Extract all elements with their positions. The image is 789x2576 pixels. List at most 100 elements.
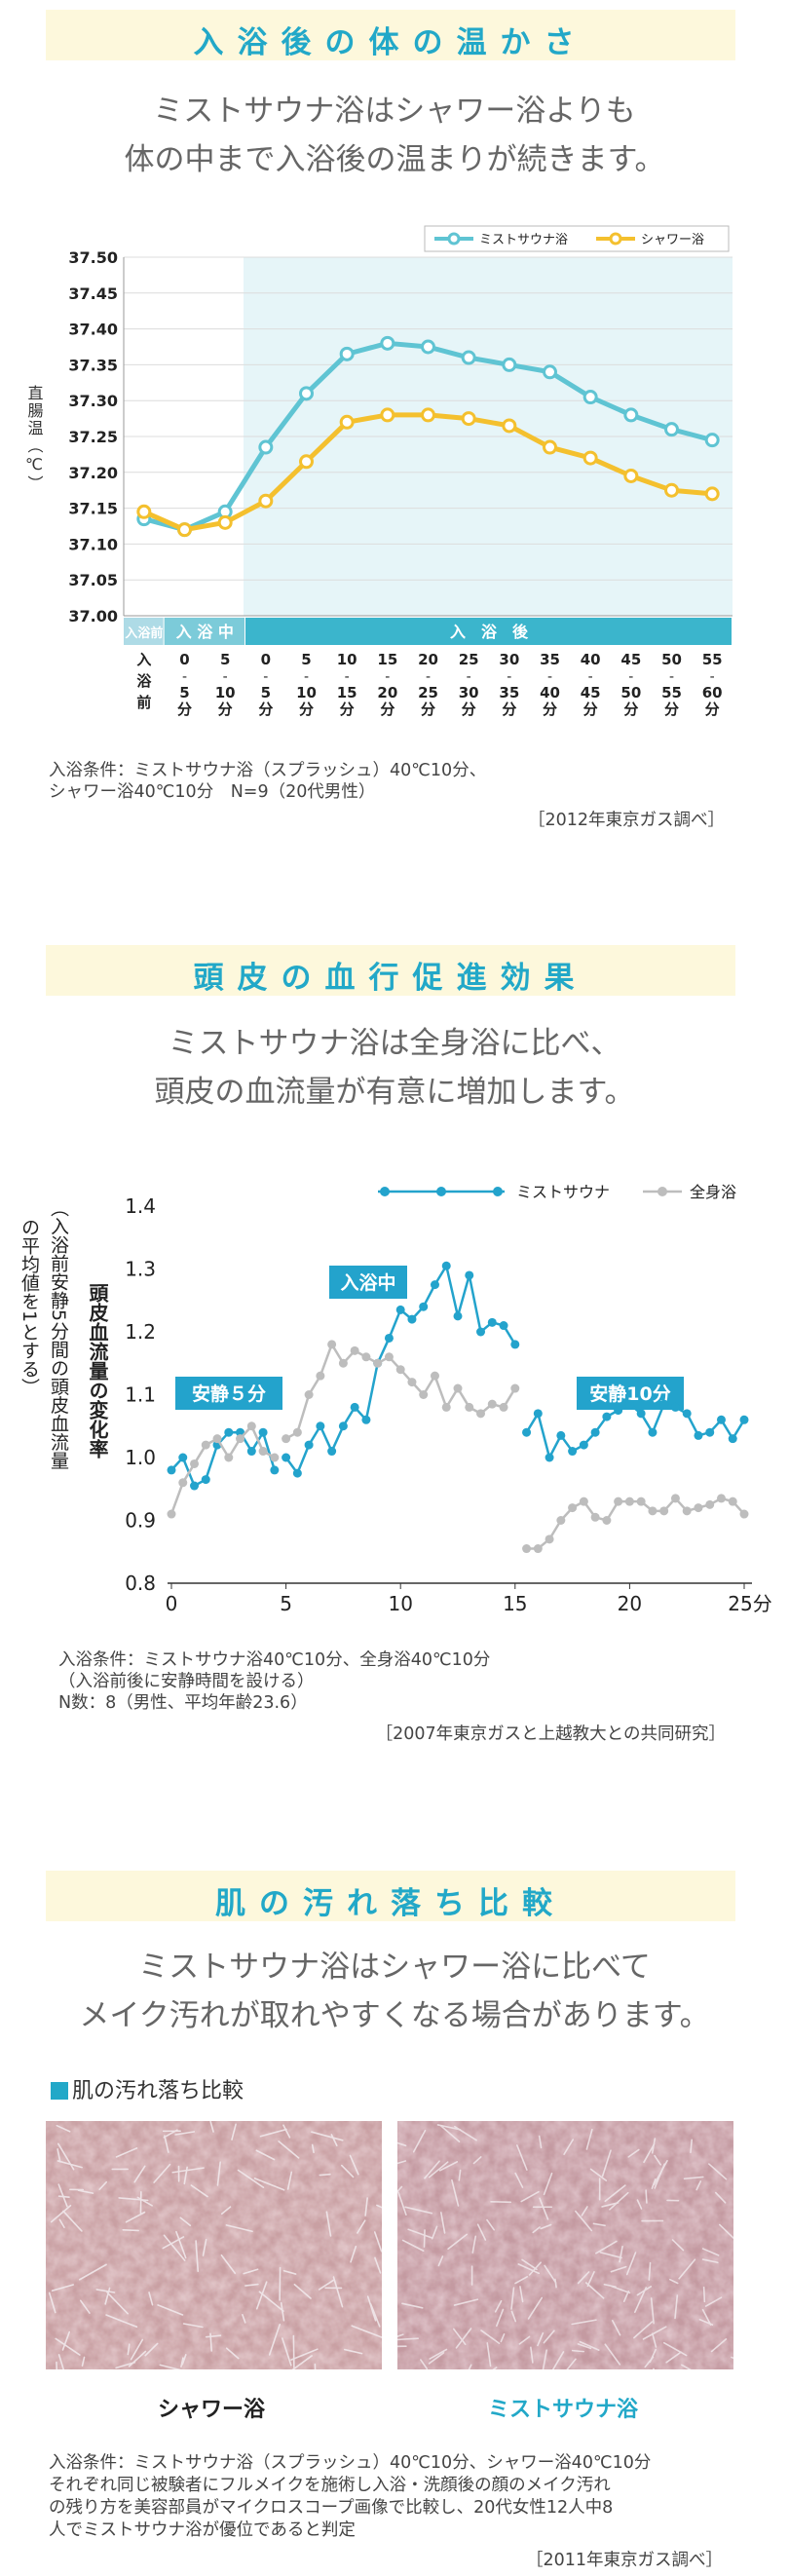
- chart1-xtick: 15: [337, 684, 357, 701]
- chart1-xtick: 55: [661, 684, 682, 701]
- chart1-legend-label: ミストサウナ浴: [479, 233, 568, 247]
- chart2-point-fullbath: [533, 1544, 543, 1554]
- skin-hair-mark: [58, 2218, 65, 2228]
- chart1-ytick: 37.10: [68, 535, 118, 553]
- skin-hair-mark: [175, 2230, 187, 2259]
- chart2-point-fullbath: [316, 1371, 325, 1381]
- skin-hair-mark: [651, 2138, 657, 2154]
- skin-hair-mark: [268, 2323, 282, 2356]
- chart2-point-fullbath: [190, 1458, 200, 1468]
- chart1-ytick: 37.00: [68, 607, 118, 625]
- chart2-phase-label: 入浴中: [340, 1271, 395, 1294]
- skin-hair-mark: [611, 2285, 631, 2294]
- chart1-xtick: -: [182, 669, 187, 685]
- photo-mist-sauna: [397, 2121, 733, 2369]
- chart1-xtick: -: [669, 669, 674, 685]
- section1-lead-2: 体の中まで入浴後の温まりが続きます。: [124, 142, 665, 177]
- chart1-xtick: -: [304, 669, 309, 685]
- chart2-xtick: 5: [280, 1592, 292, 1615]
- chart1-xtick: 55: [702, 651, 723, 668]
- section1-note-2: シャワー浴40℃10分 N=9（20代男性）: [49, 782, 376, 802]
- chart2-point-mist: [648, 1427, 658, 1437]
- skin-hair-mark: [357, 2219, 366, 2234]
- skin-hair-mark: [220, 2206, 232, 2216]
- chart2-point-mist: [384, 1333, 394, 1343]
- skin-hair-mark: [494, 2299, 503, 2313]
- chart2-point-fullbath: [556, 1516, 566, 1525]
- skin-hair-mark: [634, 2287, 648, 2314]
- chart1-xtick: -: [426, 669, 431, 685]
- skin-hair-mark: [500, 2332, 506, 2343]
- skin-hair-mark: [159, 2364, 182, 2369]
- chart2-xtick: 0: [166, 1592, 178, 1615]
- skin-hair-mark: [701, 2248, 720, 2256]
- skin-hair-mark: [56, 2148, 61, 2163]
- skin-hair-mark: [543, 2172, 553, 2196]
- skin-hair-mark: [428, 2161, 449, 2178]
- chart1-point-shower: [380, 407, 395, 423]
- skin-hair-mark: [397, 2185, 403, 2193]
- chart1-point-mist: [502, 357, 517, 372]
- chart1-xtick: 分: [664, 701, 679, 718]
- skin-hair-mark: [471, 2235, 477, 2254]
- chart1-point-mist: [704, 433, 720, 448]
- chart1-xtick: 40: [540, 684, 560, 701]
- chart2-point-fullbath: [407, 1378, 417, 1387]
- skin-hair-mark: [62, 2210, 83, 2232]
- chart2-point-mist: [545, 1453, 554, 1462]
- chart2-ylabel: 頭皮血流量の変化率: [86, 1283, 109, 1459]
- skin-hair-mark: [451, 2178, 460, 2207]
- chart2-point-fullbath: [453, 1383, 463, 1393]
- chart2-point-mist: [167, 1465, 176, 1475]
- skin-hair-mark: [420, 2359, 429, 2369]
- skin-hair-mark: [654, 2154, 661, 2166]
- skin-hair-mark: [654, 2163, 665, 2189]
- chart1-point-shower: [623, 468, 639, 483]
- chart1-xtick: 分: [583, 701, 598, 718]
- skin-hair-mark: [205, 2334, 222, 2338]
- skin-hair-mark: [55, 2337, 81, 2356]
- chart2-legend-marker: [658, 1187, 667, 1196]
- chart2-legend-label: 全身浴: [690, 1183, 736, 1201]
- chart2-point-fullbath: [167, 1509, 176, 1519]
- skin-hair-mark: [701, 2258, 719, 2264]
- skin-hair-mark: [708, 2163, 728, 2180]
- square-icon: [51, 2082, 68, 2100]
- skin-hair-mark: [280, 2301, 285, 2322]
- chart2-point-fullbath: [201, 1440, 210, 1450]
- chart1-phase-bar: [245, 618, 732, 645]
- chart1-xtick: 分: [177, 701, 192, 718]
- chart2-point-fullbath: [624, 1496, 634, 1506]
- skin-hair-mark: [171, 2167, 205, 2174]
- skin-hair-mark: [710, 2338, 728, 2353]
- chart1-legend-label: シャワー浴: [641, 233, 704, 247]
- skin-hair-mark: [95, 2289, 116, 2293]
- chart1-point-mist: [380, 335, 395, 351]
- chart1-xtick: 分: [218, 701, 233, 718]
- skin-hair-mark: [318, 2279, 335, 2291]
- skin-hair-mark: [585, 2128, 593, 2150]
- skin-hair-mark: [636, 2199, 643, 2210]
- chart2-phase-box: [175, 1377, 282, 1410]
- chart2-point-mist: [316, 1421, 325, 1431]
- chart1-ytick: 37.40: [68, 321, 118, 339]
- chart2-point-mist: [602, 1412, 612, 1421]
- chart1-xtick: 分: [421, 701, 435, 718]
- chart1-point-shower: [543, 439, 557, 455]
- chart1-xtick: 10: [296, 684, 317, 701]
- skin-hair-mark: [282, 2124, 291, 2139]
- chart2-point-mist: [419, 1302, 429, 1311]
- section1-title-band: 入浴後の体の温かさ: [46, 10, 735, 60]
- chart2-point-fullbath: [327, 1340, 337, 1349]
- chart2-point-mist: [258, 1427, 268, 1437]
- chart1-xtick: -: [385, 669, 390, 685]
- section3-lead-1: ミストサウナ浴はシャワー浴に比べて: [138, 1950, 651, 1985]
- skin-hair-mark: [643, 2142, 656, 2164]
- chart1-ytick: 37.35: [68, 356, 118, 374]
- chart2-point-fullbath: [224, 1453, 234, 1462]
- skin-hair-mark: [540, 2223, 552, 2230]
- chart2-point-mist: [556, 1430, 566, 1440]
- chart1-xtick: 5: [220, 651, 230, 668]
- skin-hair-mark: [644, 2356, 655, 2368]
- skin-hair-mark: [174, 2131, 196, 2136]
